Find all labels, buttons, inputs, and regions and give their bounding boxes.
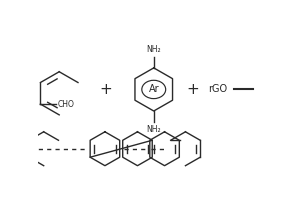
Text: CHO: CHO [58,100,74,109]
Text: NH₂: NH₂ [146,45,161,54]
Text: rGO: rGO [208,84,227,94]
Text: +: + [99,82,112,97]
Text: NH₂: NH₂ [146,125,161,134]
Text: +: + [186,82,199,97]
Text: Ar: Ar [148,84,159,94]
